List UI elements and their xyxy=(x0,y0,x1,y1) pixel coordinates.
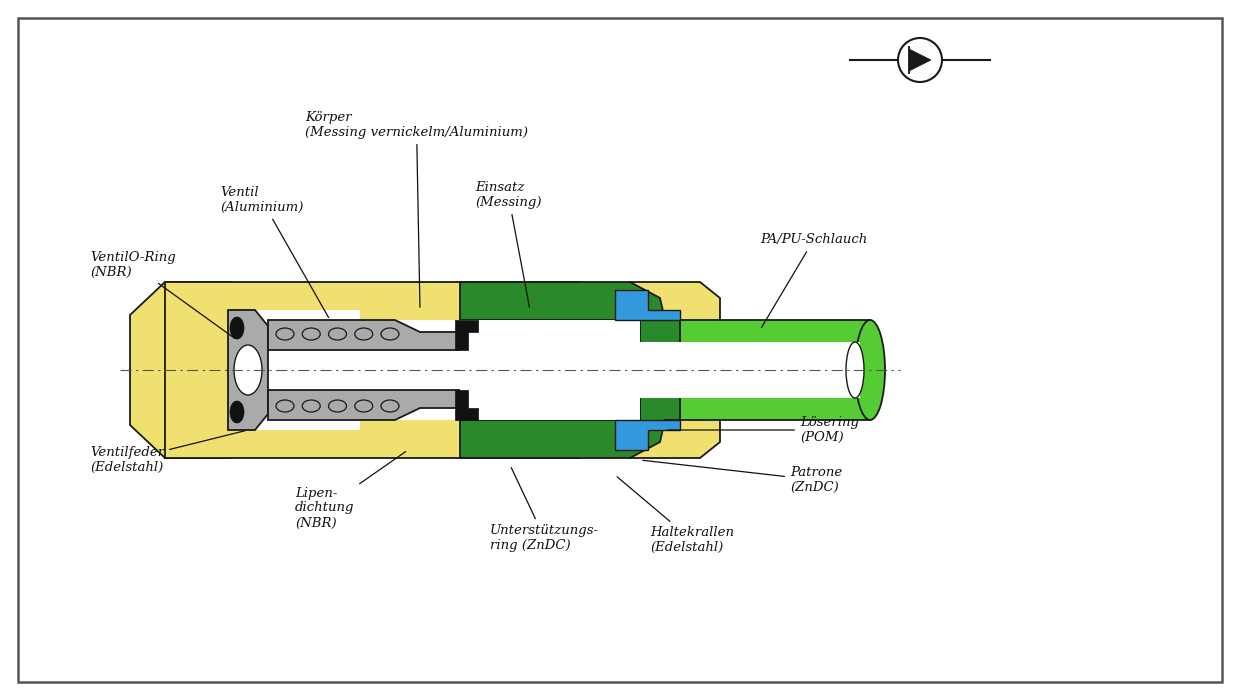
Text: Unterstützungs-
ring (ZnDC): Unterstützungs- ring (ZnDC) xyxy=(490,468,599,552)
Ellipse shape xyxy=(846,342,864,398)
Ellipse shape xyxy=(234,345,262,395)
Text: Patrone
(ZnDC): Patrone (ZnDC) xyxy=(642,461,842,494)
Ellipse shape xyxy=(229,317,244,339)
Bar xyxy=(229,310,360,430)
Polygon shape xyxy=(460,282,680,458)
Bar xyxy=(630,320,870,420)
Polygon shape xyxy=(130,282,229,458)
Polygon shape xyxy=(909,49,931,71)
Circle shape xyxy=(898,38,942,82)
Text: Ventilfeder
(Edelstahl): Ventilfeder (Edelstahl) xyxy=(91,430,246,474)
Polygon shape xyxy=(268,320,460,350)
Text: Lipen-
dichtung
(NBR): Lipen- dichtung (NBR) xyxy=(295,452,405,529)
Text: PA/PU-Schlauch: PA/PU-Schlauch xyxy=(760,234,867,328)
Ellipse shape xyxy=(229,401,244,423)
Text: Lösering
(POM): Lösering (POM) xyxy=(668,416,859,444)
Polygon shape xyxy=(268,390,460,420)
Polygon shape xyxy=(455,320,477,350)
Bar xyxy=(340,320,610,420)
Polygon shape xyxy=(615,290,680,320)
Polygon shape xyxy=(165,282,740,458)
Polygon shape xyxy=(460,320,640,420)
Text: VentilO-Ring
(NBR): VentilO-Ring (NBR) xyxy=(91,251,234,338)
Polygon shape xyxy=(615,420,680,450)
Text: Einsatz
(Messing): Einsatz (Messing) xyxy=(475,181,542,307)
Ellipse shape xyxy=(856,320,885,420)
Polygon shape xyxy=(228,310,268,430)
Bar xyxy=(630,342,861,398)
Polygon shape xyxy=(455,390,477,420)
Bar xyxy=(268,350,460,390)
Text: Körper
(Messing vernickelт/Aluminium): Körper (Messing vernickelт/Aluminium) xyxy=(305,111,528,307)
Text: Ventil
(Aluminium): Ventil (Aluminium) xyxy=(219,186,329,318)
Text: Haltekrallen
(Edelstahl): Haltekrallen (Edelstahl) xyxy=(618,477,734,554)
